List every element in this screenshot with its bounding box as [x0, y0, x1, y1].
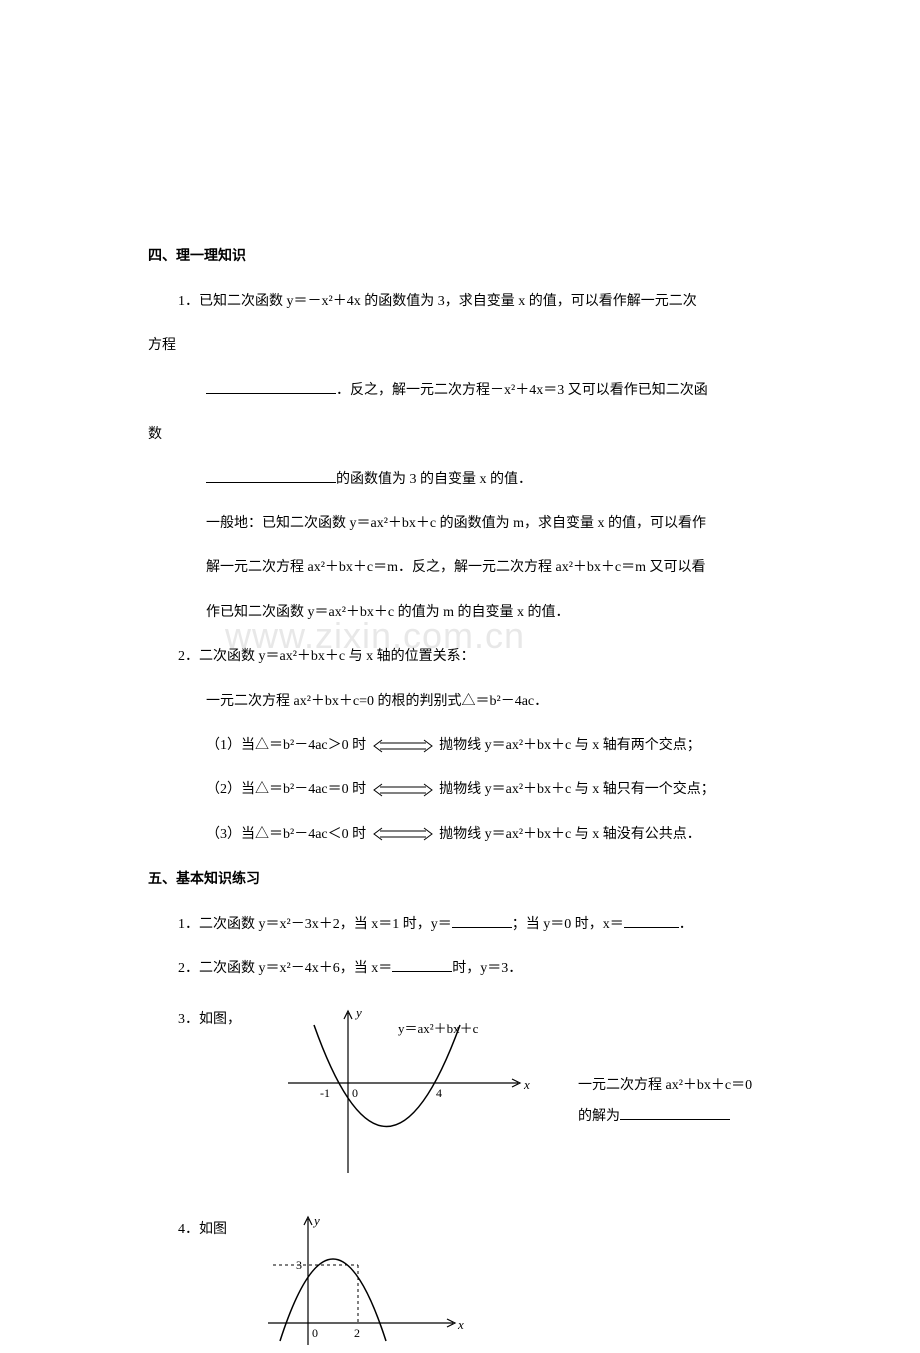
q2-line1: 2．二次函数 y＝ax²＋bx＋c 与 x 轴的位置关系： [148, 646, 815, 668]
q1-line2: 方程 [148, 335, 815, 357]
q2-case2: （2）当△＝b²－4ac＝0 时 抛物线 y＝ax²＋bx＋c 与 x 轴只有一… [148, 779, 815, 801]
s5-q1-blank2 [624, 914, 679, 928]
parabola-up-chart: y x 0 -1 4 y＝ax²＋bx＋c [278, 1003, 538, 1183]
q1-general1: 一般地：已知二次函数 y＝ax²＋bx＋c 的函数值为 m，求自变量 x 的值，… [148, 513, 815, 535]
s5-q1: 1．二次函数 y＝x²－3x＋2，当 x＝1 时，y＝ ；当 y＝0 时，x＝ ． [148, 914, 815, 936]
double-arrow-icon [372, 826, 434, 842]
q1-line3: ．反之，解一元二次方程－x²＋4x＝3 又可以看作已知二次函 [148, 380, 815, 402]
svg-text:4: 4 [436, 1086, 442, 1100]
svg-text:-1: -1 [320, 1086, 330, 1100]
svg-text:y: y [312, 1213, 320, 1228]
s5-q1-mid: ；当 y＝0 时，x＝ [512, 917, 624, 932]
parabola-down-chart: y x 0 2 3 [258, 1213, 478, 1353]
q1-general2: 解一元二次方程 ax²＋bx＋c＝m．反之，解一元二次方程 ax²＋bx＋c＝m… [148, 557, 815, 579]
q2-case1-pre: （1）当△＝b²－4ac＞0 时 [206, 738, 366, 753]
svg-text:2: 2 [354, 1326, 360, 1340]
s5-q3-side: 一元二次方程 ax²＋bx＋c＝0 的解为 [578, 1003, 752, 1133]
q2-case1: （1）当△＝b²－4ac＞0 时 抛物线 y＝ax²＋bx＋c 与 x 轴有两个… [148, 735, 815, 757]
q1-line3-text: ．反之，解一元二次方程－x²＋4x＝3 又可以看作已知二次函 [336, 383, 708, 398]
svg-text:y: y [354, 1005, 362, 1020]
s5-q1-blank1 [452, 914, 512, 928]
q1-line1: 1．已知二次函数 y＝－x²＋4x 的函数值为 3，求自变量 x 的值，可以看作… [148, 291, 815, 313]
q2-case3-pre: （3）当△＝b²－4ac＜0 时 [206, 827, 366, 842]
double-arrow-icon [372, 738, 434, 754]
s5-q2-pre: 2．二次函数 y＝x²－4x＋6，当 x＝ [178, 961, 392, 976]
s5-q3-side2: 的解为 [578, 1109, 620, 1124]
s5-q1-pre: 1．二次函数 y＝x²－3x＋2，当 x＝1 时，y＝ [178, 917, 452, 932]
q2-case2-pre: （2）当△＝b²－4ac＝0 时 [206, 782, 366, 797]
section5-header: 五、基本知识练习 [148, 868, 815, 888]
q2-case2-post: 抛物线 y＝ax²＋bx＋c 与 x 轴只有一个交点； [439, 782, 715, 797]
q2-case1-post: 抛物线 y＝ax²＋bx＋c 与 x 轴有两个交点； [439, 738, 701, 753]
svg-text:0: 0 [312, 1326, 318, 1340]
q1-line5: 的函数值为 3 的自变量 x 的值． [148, 469, 815, 491]
svg-text:x: x [523, 1077, 530, 1092]
section4-header: 四、理一理知识 [148, 245, 815, 265]
s5-q1-post: ． [679, 917, 693, 932]
s5-q2: 2．二次函数 y＝x²－4x＋6，当 x＝ 时，y＝3． [148, 958, 815, 980]
q1-line4: 数 [148, 424, 815, 446]
s5-q3-side2-wrap: 的解为 [578, 1102, 752, 1133]
double-arrow-icon [372, 782, 434, 798]
q2-line2: 一元二次方程 ax²＋bx＋c=0 的根的判别式△＝b²－4ac． [148, 691, 815, 713]
s5-q3-blank [620, 1106, 730, 1120]
s5-q2-blank [392, 958, 452, 972]
s5-q4-row: 4．如图 y x 0 2 3 [148, 1213, 815, 1353]
s5-q3-row: 3．如图， y x 0 -1 4 y＝ax²＋bx＋c 一元二次方 [148, 1003, 815, 1183]
q1-line5-text: 的函数值为 3 的自变量 x 的值． [336, 472, 532, 487]
q2-case3: （3）当△＝b²－4ac＜0 时 抛物线 y＝ax²＋bx＋c 与 x 轴没有公… [148, 824, 815, 846]
q2-case3-post: 抛物线 y＝ax²＋bx＋c 与 x 轴没有公共点． [439, 827, 701, 842]
s5-q4-label: 4．如图 [148, 1213, 248, 1241]
q1-blank1 [206, 380, 336, 394]
q1-blank2 [206, 469, 336, 483]
svg-text:y＝ax²＋bx＋c: y＝ax²＋bx＋c [398, 1021, 479, 1036]
svg-text:0: 0 [352, 1086, 358, 1100]
s5-q3-label: 3．如图， [148, 1003, 268, 1031]
s5-q2-post: 时，y＝3． [452, 961, 522, 976]
q1-general3: 作已知二次函数 y＝ax²＋bx＋c 的值为 m 的自变量 x 的值． [148, 602, 815, 624]
s5-q3-side1: 一元二次方程 ax²＋bx＋c＝0 [578, 1071, 752, 1102]
svg-text:x: x [457, 1317, 464, 1332]
